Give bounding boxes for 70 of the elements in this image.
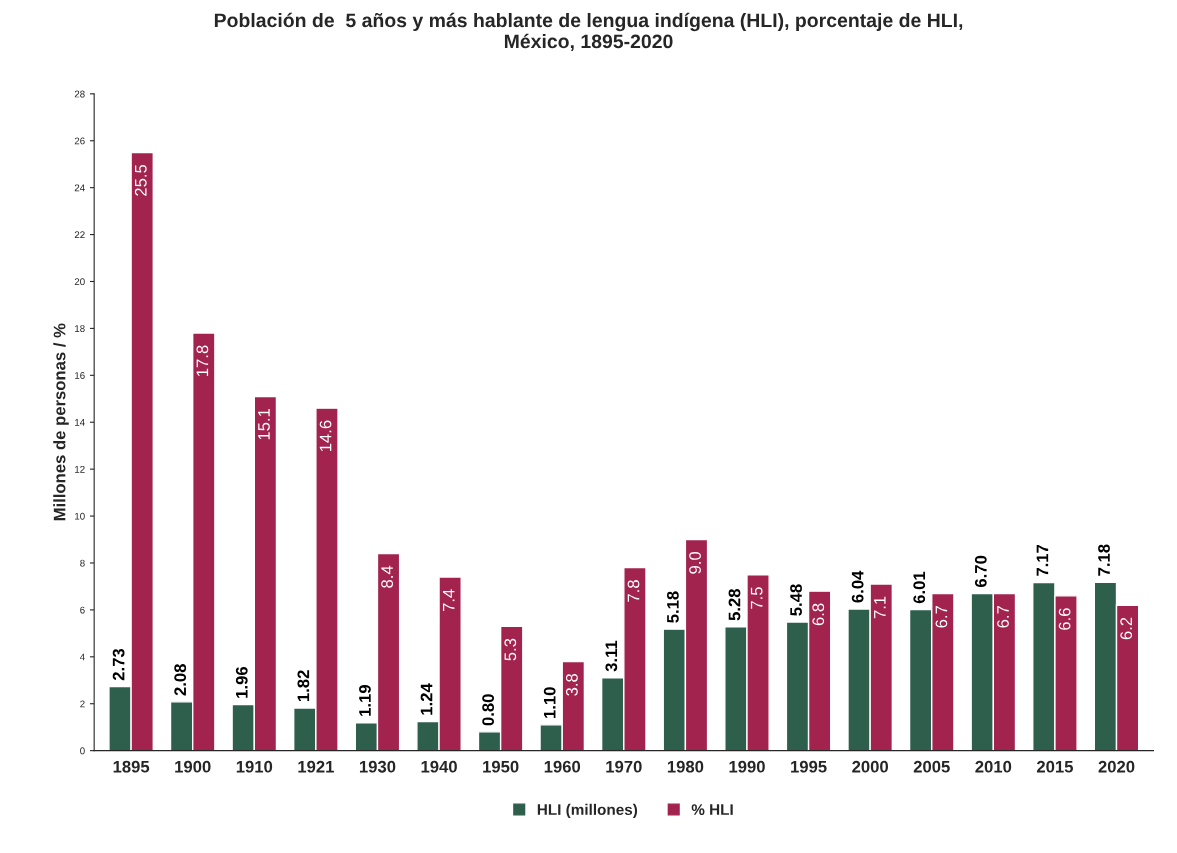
y-tick-label: 18 (75, 325, 85, 333)
y-tick-label: 22 (74, 231, 85, 239)
data-label: 7.8 (627, 580, 640, 602)
data-label: 9.0 (689, 551, 701, 574)
data-label: 8.4 (381, 565, 394, 588)
legend-label: HLI (millones) (537, 803, 638, 819)
x-tick-label: 1940 (421, 760, 457, 773)
data-label: 3.11 (605, 640, 618, 672)
y-tick-label: 6 (80, 606, 85, 614)
x-tick-label: 2010 (975, 760, 1012, 773)
x-tick-label: 1921 (298, 760, 334, 773)
x-tick-label: 2005 (913, 760, 950, 773)
y-axis-title: Millones de personas / % (53, 323, 69, 521)
data-label: 6.7 (997, 606, 1009, 628)
x-tick-label: 1900 (175, 760, 211, 773)
y-tick-label: 0 (80, 747, 85, 755)
data-label: 6.01 (913, 571, 926, 604)
data-label: 7.4 (442, 589, 455, 612)
y-tick-label: 16 (75, 372, 85, 379)
data-label: 3.8 (565, 673, 578, 696)
data-label: 7.5 (750, 587, 763, 609)
x-tick-label: 1950 (483, 760, 519, 773)
legend-label: % HLI (691, 804, 733, 815)
data-label: 25.5 (134, 164, 147, 196)
data-label: 6.7 (935, 606, 948, 628)
data-label: 17.8 (196, 345, 209, 376)
y-tick-label: 20 (74, 278, 85, 286)
data-label: 0.80 (482, 694, 495, 726)
data-label: 5.18 (666, 591, 679, 623)
y-tick-label: 8 (80, 559, 85, 567)
x-tick-label: 2015 (1036, 760, 1073, 773)
x-tick-label: 1930 (359, 760, 396, 773)
data-label: 6.6 (1058, 608, 1071, 630)
y-tick-label: 4 (79, 653, 85, 661)
chart-title: Población de 5 años y más hablante de lengua indígena (HLI), porcentaje de HLI, México, 1895-2020 (214, 12, 963, 52)
data-label: 5.48 (790, 584, 802, 616)
x-tick-label: 2000 (852, 760, 889, 773)
x-tick-label: 1990 (729, 760, 765, 773)
data-label: 2.08 (174, 664, 187, 696)
x-tick-label: 2020 (1098, 760, 1135, 773)
y-tick-label: 2 (80, 700, 85, 708)
data-label: 2.73 (112, 648, 125, 681)
data-label: 14.6 (319, 420, 332, 452)
data-label: 5.3 (504, 638, 517, 661)
data-label: 1.96 (235, 666, 248, 698)
data-label: 1.10 (543, 687, 556, 718)
x-tick-label: 1970 (606, 760, 642, 773)
x-tick-label: 1980 (667, 760, 704, 773)
y-tick-label: 14 (75, 419, 85, 426)
y-tick-label: 24 (74, 184, 85, 192)
data-label: 6.04 (851, 570, 864, 603)
data-label: 5.28 (728, 588, 741, 621)
y-tick-label: 12 (75, 465, 85, 473)
x-tick-label: 1995 (791, 760, 827, 773)
data-label: 1.24 (420, 683, 433, 715)
y-tick-label: 28 (74, 90, 85, 98)
data-label: 6.2 (1120, 617, 1133, 640)
x-tick-label: 1895 (113, 760, 150, 773)
data-label: 1.19 (359, 685, 371, 716)
x-tick-label: 1960 (544, 760, 581, 773)
data-label: 1.82 (297, 670, 310, 702)
data-label: 6.8 (812, 603, 825, 626)
data-label: 6.70 (974, 555, 987, 587)
data-label: 7.1 (874, 596, 886, 619)
data-label: 15.1 (258, 408, 270, 440)
y-tick-label: 10 (75, 512, 85, 520)
data-label: 7.17 (1036, 544, 1049, 576)
data-label: 7.18 (1098, 544, 1110, 576)
y-tick-label: 26 (74, 137, 85, 145)
x-tick-label: 1910 (236, 760, 273, 773)
